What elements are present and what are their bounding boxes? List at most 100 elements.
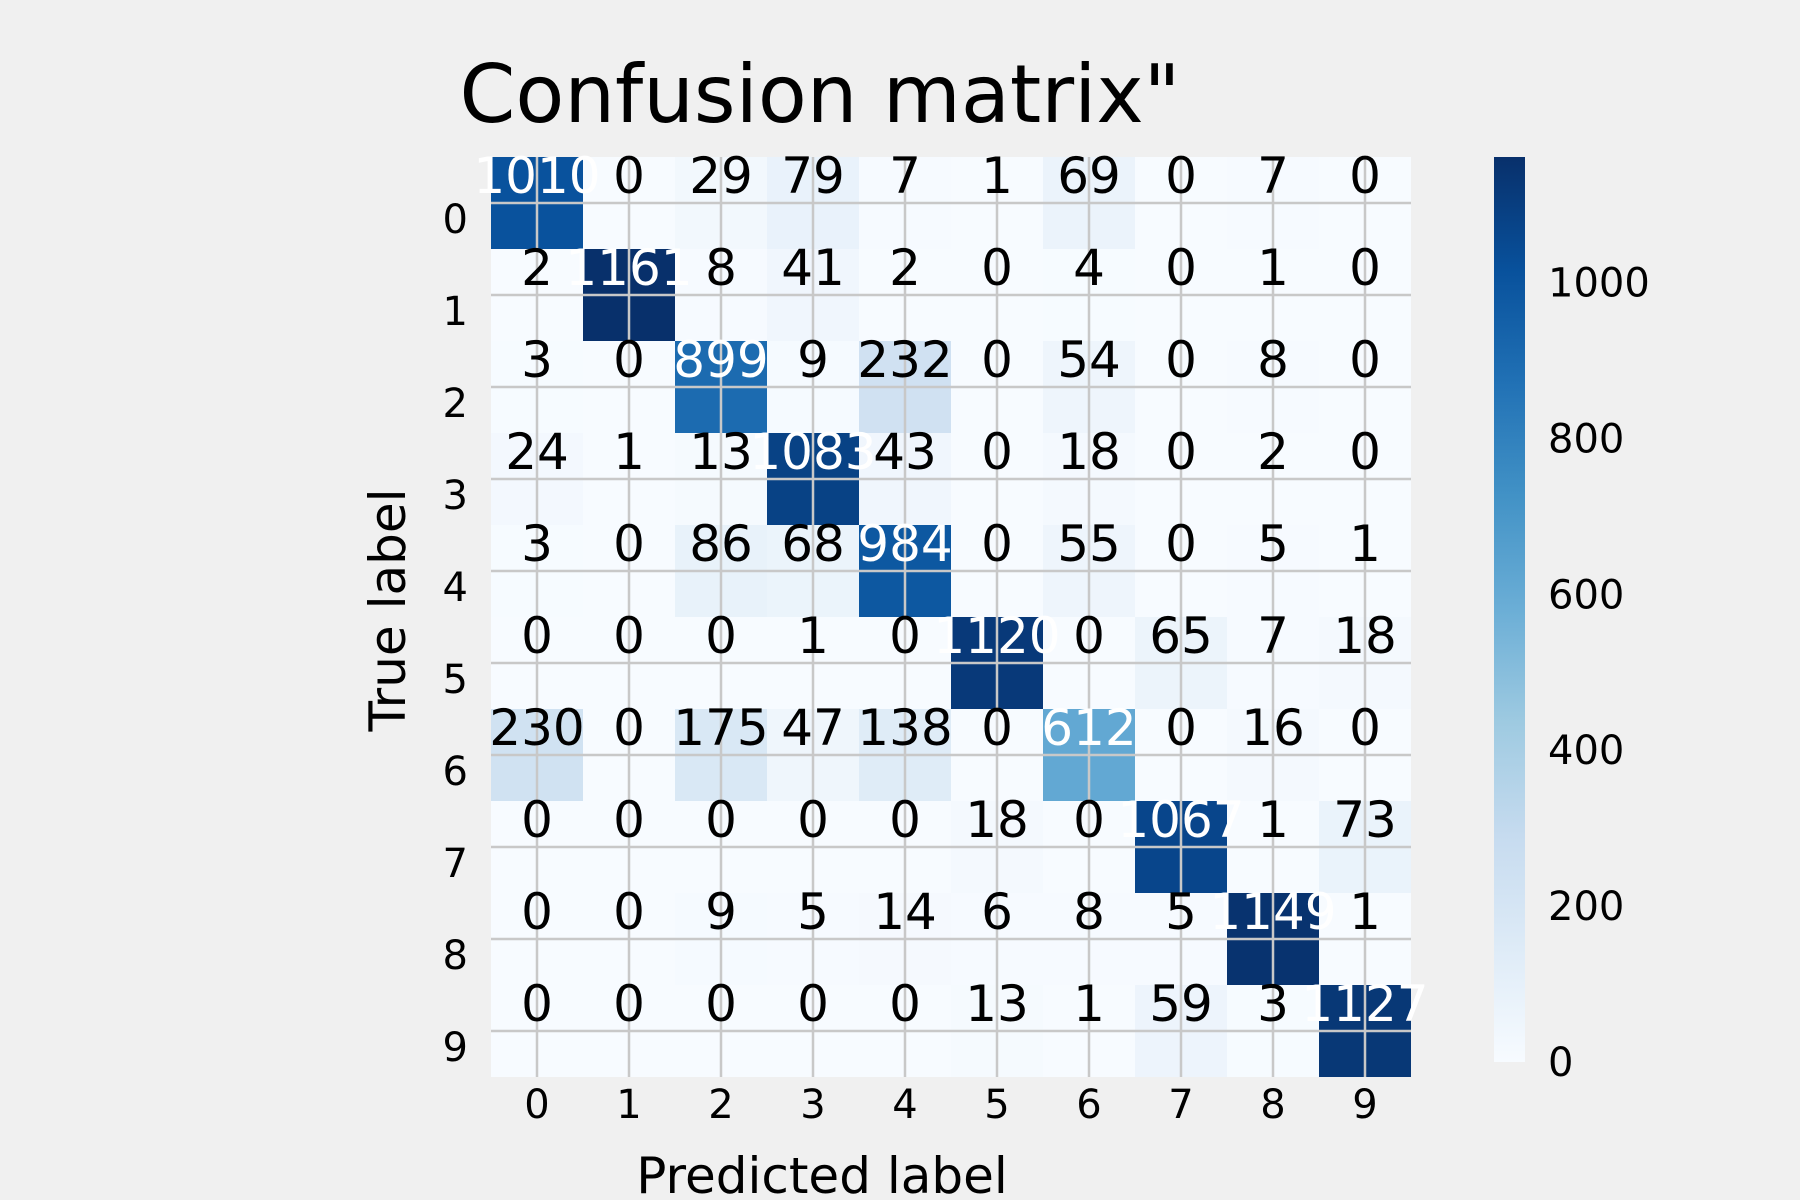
x-axis-title: Predicted label	[636, 1147, 1008, 1200]
cell-value-label: 0	[1165, 423, 1197, 481]
cell-value-label: 0	[705, 975, 737, 1033]
cell-value-label: 175	[673, 699, 768, 757]
cell-value-label: 0	[521, 883, 553, 941]
cell-value-label: 0	[613, 699, 645, 757]
cell-value-label: 69	[1057, 147, 1121, 205]
cell-value-label: 7	[1257, 607, 1289, 665]
x-tick-label: 8	[1260, 1082, 1285, 1128]
cell-value-label: 5	[797, 883, 829, 941]
chart-title: Confusion matrix"	[460, 48, 1181, 141]
colorbar	[1494, 157, 1525, 1062]
cell-value-label: 24	[505, 423, 569, 481]
cell-value-label: 14	[873, 883, 937, 941]
cell-value-label: 4	[1073, 239, 1105, 297]
cell-value-label: 1083	[749, 423, 876, 481]
cell-value-label: 0	[1165, 515, 1197, 573]
cell-value-label: 0	[981, 331, 1013, 389]
colorbar-ticks: 0 200 400 600 800 1000	[1548, 260, 1650, 1086]
cell-value-label: 43	[873, 423, 937, 481]
cell-value-label: 8	[705, 239, 737, 297]
cell-value-label: 41	[781, 239, 845, 297]
cell-value-label: 0	[1349, 239, 1381, 297]
x-tick-label: 7	[1168, 1082, 1193, 1128]
cell-value-label: 18	[965, 791, 1029, 849]
colorbar-tick-label: 1000	[1548, 260, 1650, 306]
cell-value-label: 0	[1349, 699, 1381, 757]
cell-value-label: 1	[797, 607, 829, 665]
cell-value-label: 0	[889, 975, 921, 1033]
y-tick-label: 3	[443, 473, 468, 519]
cell-value-label: 0	[981, 239, 1013, 297]
cell-value-label: 0	[1073, 607, 1105, 665]
colorbar-tick-label: 800	[1548, 416, 1624, 462]
cell-value-label: 9	[797, 331, 829, 389]
cell-value-label: 0	[521, 975, 553, 1033]
cell-value-label: 68	[781, 515, 845, 573]
x-tick-label: 2	[708, 1082, 733, 1128]
colorbar-tick-label: 400	[1548, 728, 1624, 774]
x-tick-label: 9	[1352, 1082, 1377, 1128]
heatmap-cell-labels: 1010 0 29 79 7 1 69 0 7 02 1161 8 41 2 0 4 0 1 03 0 899 9 232 0…	[473, 147, 1428, 1033]
cell-value-label: 0	[613, 975, 645, 1033]
cell-value-label: 73	[1333, 791, 1397, 849]
x-tick-label: 3	[800, 1082, 825, 1128]
cell-value-label: 0	[981, 423, 1013, 481]
cell-value-label: 1	[1349, 883, 1381, 941]
cell-value-label: 1067	[1117, 791, 1244, 849]
x-tick-label: 6	[1076, 1082, 1101, 1128]
cell-value-label: 0	[613, 883, 645, 941]
cell-value-label: 65	[1149, 607, 1213, 665]
cell-value-label: 18	[1057, 423, 1121, 481]
cell-value-label: 0	[1165, 331, 1197, 389]
y-tick-label: 7	[443, 841, 468, 887]
cell-value-label: 1149	[1209, 883, 1336, 941]
cell-value-label: 0	[1165, 147, 1197, 205]
cell-value-label: 8	[1073, 883, 1105, 941]
cell-value-label: 1	[981, 147, 1013, 205]
cell-value-label: 0	[1349, 331, 1381, 389]
cell-value-label: 0	[981, 515, 1013, 573]
cell-value-label: 0	[981, 699, 1013, 757]
cell-value-label: 0	[613, 515, 645, 573]
colorbar-tick-label: 200	[1548, 884, 1624, 930]
cell-value-label: 16	[1241, 699, 1305, 757]
cell-value-label: 18	[1333, 607, 1397, 665]
cell-value-label: 612	[1041, 699, 1136, 757]
cell-value-label: 29	[689, 147, 753, 205]
y-tick-label: 4	[443, 565, 468, 611]
cell-value-label: 0	[889, 791, 921, 849]
x-tick-label: 4	[892, 1082, 917, 1128]
cell-value-label: 1	[1257, 239, 1289, 297]
cell-value-label: 5	[1165, 883, 1197, 941]
cell-value-label: 0	[705, 607, 737, 665]
cell-value-label: 1	[1073, 975, 1105, 1033]
cell-value-label: 0	[1349, 423, 1381, 481]
cell-value-label: 2	[889, 239, 921, 297]
cell-value-label: 7	[889, 147, 921, 205]
cell-value-label: 0	[613, 331, 645, 389]
cell-value-label: 1127	[1301, 975, 1428, 1033]
cell-value-label: 86	[689, 515, 753, 573]
y-tick-label: 1	[443, 289, 468, 335]
x-tick-label: 0	[524, 1082, 549, 1128]
y-tick-label: 5	[443, 657, 468, 703]
cell-value-label: 0	[521, 607, 553, 665]
cell-value-label: 2	[1257, 423, 1289, 481]
cell-value-label: 13	[689, 423, 753, 481]
cell-value-label: 55	[1057, 515, 1121, 573]
x-tick-label: 1	[616, 1082, 641, 1128]
cell-value-label: 138	[857, 699, 952, 757]
cell-value-label: 1	[1349, 515, 1381, 573]
cell-value-label: 230	[489, 699, 584, 757]
cell-value-label: 47	[781, 699, 845, 757]
cell-value-label: 1120	[933, 607, 1060, 665]
cell-value-label: 9	[705, 883, 737, 941]
cell-value-label: 0	[797, 791, 829, 849]
cell-value-label: 0	[1165, 699, 1197, 757]
cell-value-label: 3	[521, 515, 553, 573]
cell-value-label: 0	[521, 791, 553, 849]
y-tick-label: 9	[443, 1025, 468, 1071]
colorbar-tick-label: 0	[1548, 1040, 1573, 1086]
cell-value-label: 0	[889, 607, 921, 665]
